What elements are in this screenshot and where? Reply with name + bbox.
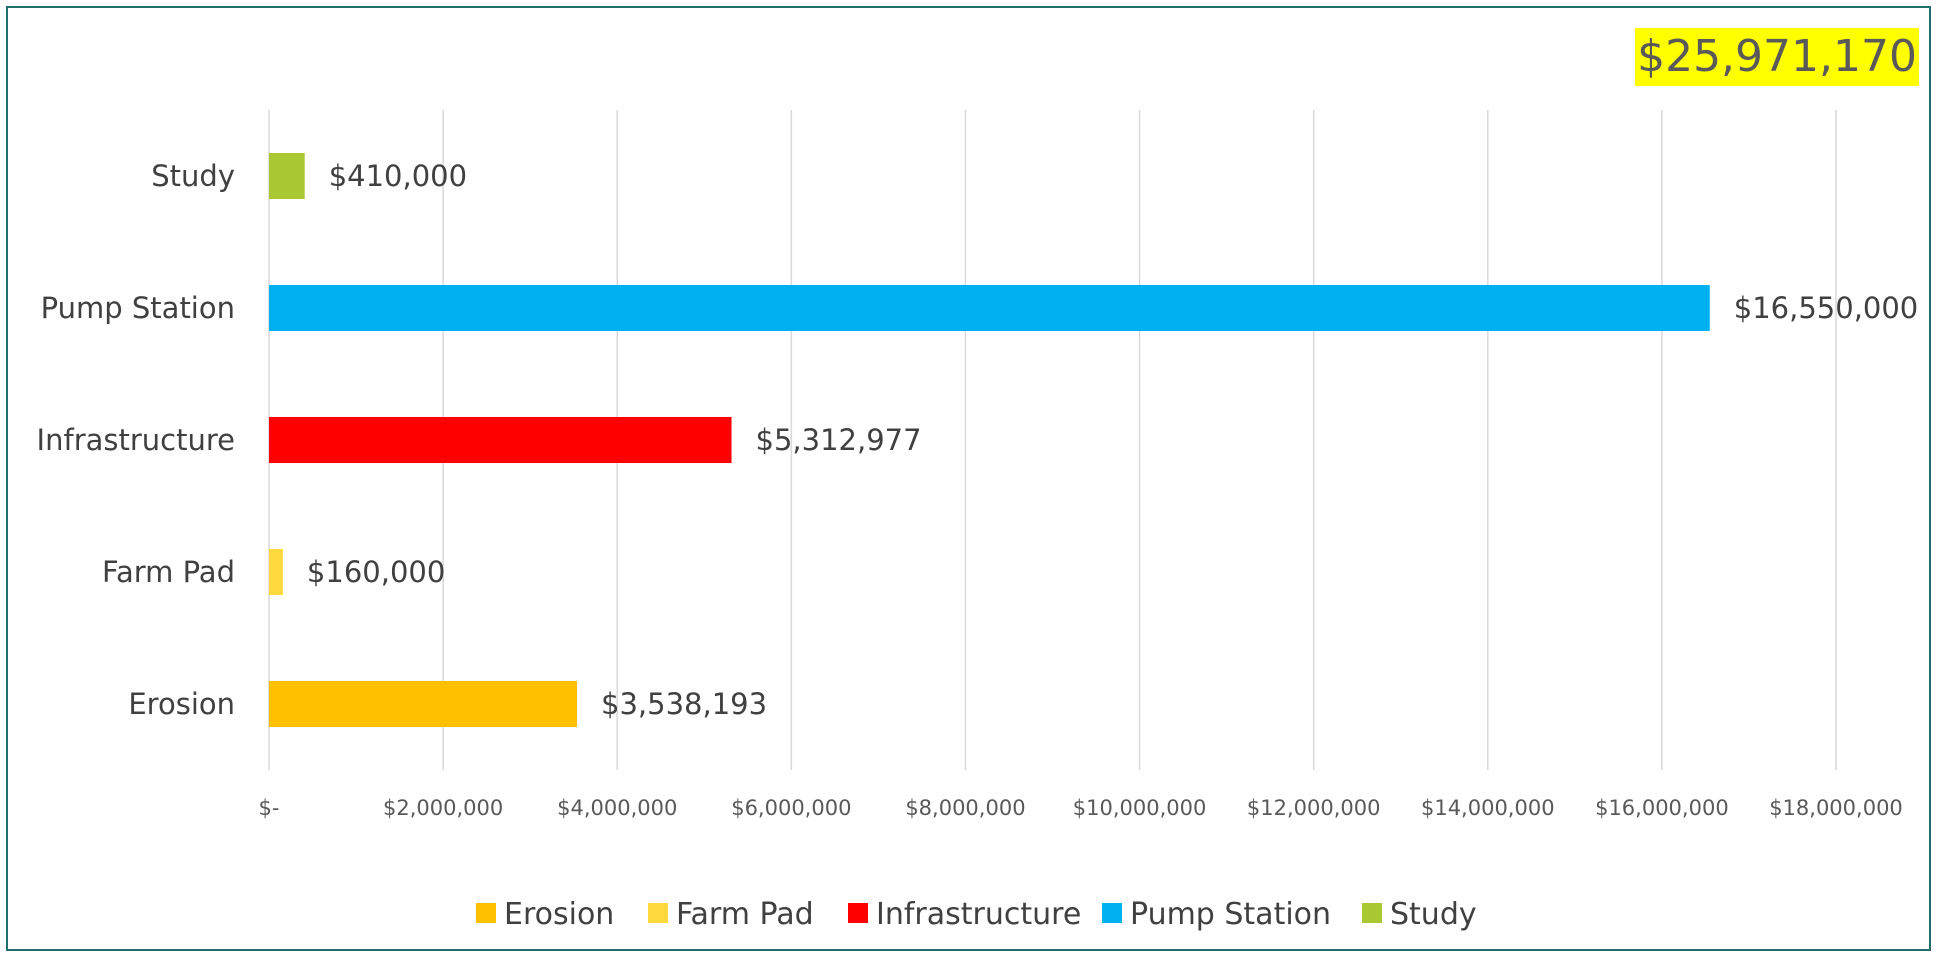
data-label: $410,000: [329, 159, 467, 193]
legend-label: Erosion: [504, 897, 614, 932]
data-labels: $3,538,193 $160,000 $5,312,977 $16,550,000 $…: [307, 159, 1918, 721]
legend-label: Study: [1390, 897, 1477, 932]
x-axis-ticks: $- $2,000,000 $4,000,000 $6,000,000 $8,000,0…: [259, 796, 1903, 820]
legend-swatch: [476, 903, 496, 923]
bar-pump-station: [269, 285, 1710, 331]
x-tick-label: $12,000,000: [1247, 796, 1381, 820]
category-label: Infrastructure: [37, 423, 235, 457]
category-label: Erosion: [128, 687, 235, 721]
x-tick-label: $10,000,000: [1073, 796, 1207, 820]
data-label: $160,000: [307, 555, 445, 589]
chart-frame: [6, 6, 1931, 951]
bar-infrastructure: [269, 417, 732, 463]
category-label: Study: [151, 159, 235, 193]
legend-swatch: [848, 903, 868, 923]
x-tick-label: $6,000,000: [731, 796, 851, 820]
x-tick-label: $-: [259, 796, 280, 820]
bar-erosion: [269, 681, 578, 727]
data-label: $5,312,977: [756, 423, 922, 457]
category-labels: Erosion Farm Pad Infrastructure Pump Statio…: [37, 159, 235, 721]
legend-swatch: [648, 903, 668, 923]
legend-label: Pump Station: [1130, 897, 1331, 932]
data-label: $3,538,193: [601, 687, 767, 721]
bars: [269, 153, 1710, 727]
legend-label: Infrastructure: [876, 897, 1081, 932]
x-tick-label: $18,000,000: [1769, 796, 1903, 820]
x-tick-label: $8,000,000: [905, 796, 1025, 820]
legend-swatch: [1102, 903, 1122, 923]
x-tick-label: $4,000,000: [557, 796, 677, 820]
bar-study: [269, 153, 305, 199]
x-tick-label: $14,000,000: [1421, 796, 1555, 820]
category-label: Pump Station: [41, 291, 235, 325]
category-label: Farm Pad: [102, 555, 235, 589]
total-label: $25,971,170: [1635, 28, 1919, 86]
bar-farm-pad: [269, 549, 283, 595]
legend-label: Farm Pad: [676, 897, 814, 932]
x-tick-label: $2,000,000: [383, 796, 503, 820]
legend-swatch: [1362, 903, 1382, 923]
x-tick-label: $16,000,000: [1595, 796, 1729, 820]
data-label: $16,550,000: [1734, 291, 1919, 325]
legend: Erosion Farm Pad Infrastructure Pump Statio…: [476, 897, 1477, 932]
